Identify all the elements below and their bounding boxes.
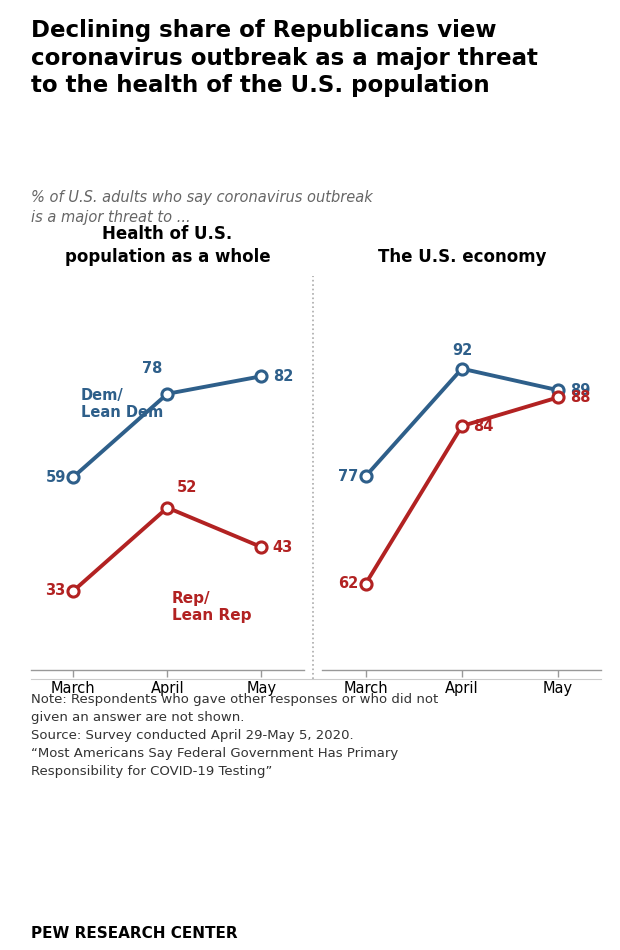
Text: % of U.S. adults who say coronavirus outbreak
is a major threat to ...: % of U.S. adults who say coronavirus out… bbox=[31, 190, 373, 225]
Text: 82: 82 bbox=[273, 369, 293, 384]
Text: 77: 77 bbox=[338, 468, 358, 484]
Text: 59: 59 bbox=[45, 469, 66, 484]
Title: Health of U.S.
population as a whole: Health of U.S. population as a whole bbox=[64, 225, 270, 266]
Text: 84: 84 bbox=[474, 419, 494, 433]
Title: The U.S. economy: The U.S. economy bbox=[378, 248, 546, 266]
Text: 78: 78 bbox=[143, 361, 162, 376]
Text: Dem/
Lean Dem: Dem/ Lean Dem bbox=[81, 388, 163, 420]
Text: Declining share of Republicans view
coronavirus outbreak as a major threat
to th: Declining share of Republicans view coro… bbox=[31, 19, 538, 97]
Text: 43: 43 bbox=[273, 540, 293, 555]
Text: PEW RESEARCH CENTER: PEW RESEARCH CENTER bbox=[31, 925, 237, 940]
Text: 92: 92 bbox=[452, 343, 472, 358]
Text: 88: 88 bbox=[570, 390, 590, 405]
Text: 62: 62 bbox=[338, 577, 358, 591]
Text: 33: 33 bbox=[45, 583, 66, 598]
Text: Rep/
Lean Rep: Rep/ Lean Rep bbox=[172, 591, 252, 623]
Text: Note: Respondents who gave other responses or who did not
given an answer are no: Note: Respondents who gave other respons… bbox=[31, 694, 438, 778]
Text: 89: 89 bbox=[570, 383, 590, 398]
Text: 52: 52 bbox=[177, 480, 197, 495]
